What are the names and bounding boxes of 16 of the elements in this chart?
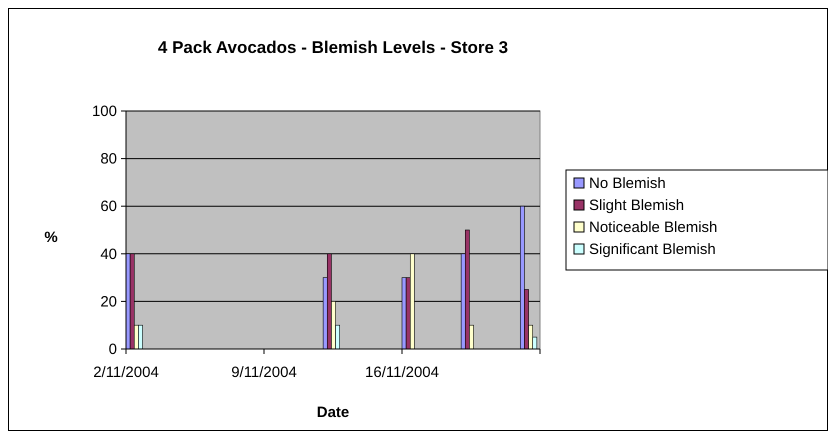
y-axis-title: % [44,229,58,246]
x-tick-label: 16/11/2004 [365,364,439,381]
x-axis-title: Date [316,404,350,421]
x-tick-label: 9/11/2004 [231,364,297,381]
y-tick-label: 60 [100,198,117,216]
legend-label: Slight Blemish [589,197,684,214]
y-tick-label: 80 [100,150,117,168]
legend-label: Noticeable Blemish [589,219,718,236]
y-tick-label: 40 [100,246,117,263]
y-tick-label: 0 [108,341,117,358]
y-tick-label: 100 [92,103,117,120]
chart-title: 4 Pack Avocados - Blemish Levels - Store 3 [158,38,508,57]
x-tick-label: 2/11/2004 [93,364,159,381]
y-tick-label: 20 [100,293,117,310]
legend-label: Significant Blemish [589,241,716,258]
legend-label: No Blemish [589,175,666,192]
